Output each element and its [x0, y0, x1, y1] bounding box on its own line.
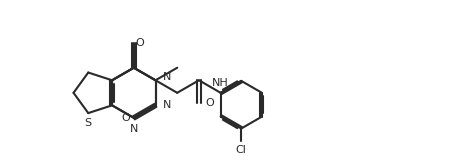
Text: NH: NH [212, 78, 229, 88]
Text: O: O [121, 113, 130, 123]
Text: O: O [206, 98, 215, 108]
Text: N: N [129, 124, 138, 134]
Text: N: N [162, 100, 171, 110]
Text: S: S [85, 118, 92, 128]
Text: O: O [135, 38, 144, 48]
Text: Cl: Cl [236, 145, 247, 155]
Text: N: N [162, 72, 171, 82]
